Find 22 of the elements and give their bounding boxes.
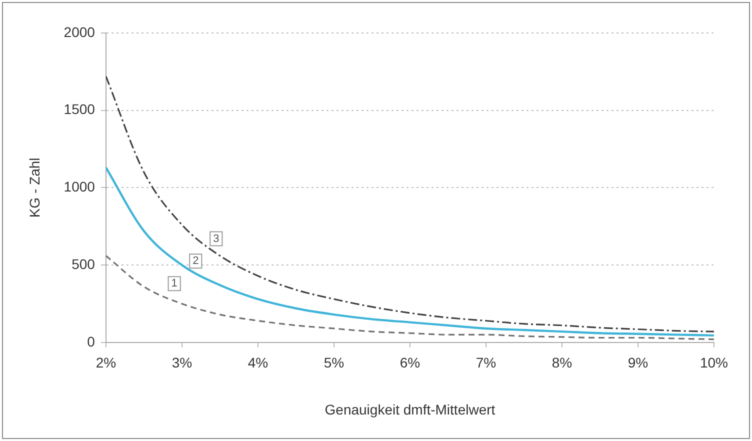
y-tick-label: 500 (72, 256, 96, 272)
annotation: 1 (171, 278, 178, 290)
line-series (106, 254, 714, 340)
line-series (106, 166, 714, 337)
annotation: 2 (192, 255, 199, 268)
x-tick-label: 2% (96, 354, 116, 371)
y-tick-label: 1000 (64, 178, 96, 195)
line-series (106, 76, 714, 332)
x-tick-label: 4% (248, 354, 268, 371)
x-tick-label: 10% (700, 354, 728, 371)
y-tick-label: 0 (87, 333, 96, 350)
x-tick-label: 7% (476, 354, 496, 371)
y-tick-label: 2000 (64, 24, 96, 40)
x-tick-label: 6% (400, 354, 420, 371)
x-tick-label: 8% (552, 354, 572, 371)
y-tick-label: 1500 (64, 101, 96, 118)
y-axis-title: KG - Zahl (26, 158, 42, 218)
x-tick-label: 9% (628, 354, 648, 371)
x-axis-title: Genauigkeit dmft-Mittelwert (324, 401, 496, 418)
x-tick-label: 3% (172, 354, 192, 371)
x-tick-label: 5% (324, 354, 344, 371)
annotation: 3 (213, 232, 220, 245)
